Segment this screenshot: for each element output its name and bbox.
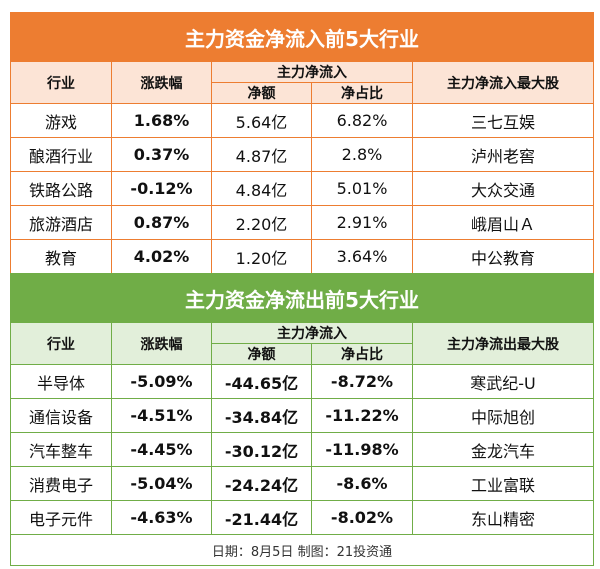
stock-cell: 东山精密 (412, 500, 594, 535)
amount-cell: -44.65亿 (211, 364, 312, 399)
change-cell: 4.02% (111, 239, 212, 274)
outflow-table: 主力资金净流出前5大行业 行业 涨跌幅 主力净流入 主力净流出最大股 净额 净占… (10, 273, 594, 566)
ratio-cell: -8.72% (311, 364, 413, 399)
amount-cell: -21.44亿 (211, 500, 312, 535)
ratio-cell: 2.91% (311, 205, 413, 240)
industry-cell: 酿酒行业 (10, 137, 112, 172)
header-change: 涨跌幅 (111, 61, 212, 104)
stock-cell: 峨眉山Ａ (412, 205, 594, 240)
header-industry: 行业 (10, 61, 112, 104)
ratio-cell: -11.98% (311, 432, 413, 467)
stock-cell: 中公教育 (412, 239, 594, 274)
industry-cell: 半导体 (10, 364, 112, 399)
ratio-cell: 6.82% (311, 103, 413, 138)
industry-cell: 教育 (10, 239, 112, 274)
industry-cell: 汽车整车 (10, 432, 112, 467)
header-industry: 行业 (10, 322, 112, 365)
header-amount: 净额 (211, 82, 312, 104)
ratio-cell: -11.22% (311, 398, 413, 433)
header-net-group: 主力净流入 (211, 61, 413, 83)
change-cell: -4.45% (111, 432, 212, 467)
stock-cell: 中际旭创 (412, 398, 594, 433)
amount-cell: -34.84亿 (211, 398, 312, 433)
header-top-stock: 主力净流入最大股 (412, 61, 594, 104)
table-row: 消费电子 -5.04% -24.24亿 -8.6% 工业富联 (10, 466, 594, 501)
ratio-cell: 3.64% (311, 239, 413, 274)
fund-flow-tables: 主力资金净流入前5大行业 行业 涨跌幅 主力净流入 主力净流入最大股 净额 净占… (10, 12, 594, 566)
table-row: 汽车整车 -4.45% -30.12亿 -11.98% 金龙汽车 (10, 432, 594, 467)
table-row: 酿酒行业 0.37% 4.87亿 2.8% 泸州老窖 (10, 137, 594, 172)
change-cell: -5.09% (111, 364, 212, 399)
header-top-stock: 主力净流出最大股 (412, 322, 594, 365)
table-row: 教育 4.02% 1.20亿 3.64% 中公教育 (10, 239, 594, 274)
industry-cell: 旅游酒店 (10, 205, 112, 240)
industry-cell: 铁路公路 (10, 171, 112, 206)
industry-cell: 游戏 (10, 103, 112, 138)
table-row: 电子元件 -4.63% -21.44亿 -8.02% 东山精密 (10, 500, 594, 535)
footer-note: 日期：8月5日 制图：21投资通 (10, 534, 594, 566)
table-row: 游戏 1.68% 5.64亿 6.82% 三七互娱 (10, 103, 594, 138)
change-cell: -4.63% (111, 500, 212, 535)
change-cell: -0.12% (111, 171, 212, 206)
outflow-title: 主力资金净流出前5大行业 (10, 273, 594, 323)
stock-cell: 金龙汽车 (412, 432, 594, 467)
header-change: 涨跌幅 (111, 322, 212, 365)
table-row: 通信设备 -4.51% -34.84亿 -11.22% 中际旭创 (10, 398, 594, 433)
ratio-cell: 5.01% (311, 171, 413, 206)
ratio-cell: 2.8% (311, 137, 413, 172)
inflow-title: 主力资金净流入前5大行业 (10, 12, 594, 62)
table-row: 半导体 -5.09% -44.65亿 -8.72% 寒武纪-U (10, 364, 594, 399)
header-ratio: 净占比 (311, 82, 413, 104)
amount-cell: 2.20亿 (211, 205, 312, 240)
stock-cell: 三七互娱 (412, 103, 594, 138)
amount-cell: 4.87亿 (211, 137, 312, 172)
industry-cell: 电子元件 (10, 500, 112, 535)
header-ratio: 净占比 (311, 343, 413, 365)
change-cell: -5.04% (111, 466, 212, 501)
amount-cell: 5.64亿 (211, 103, 312, 138)
amount-cell: 1.20亿 (211, 239, 312, 274)
industry-cell: 消费电子 (10, 466, 112, 501)
header-amount: 净额 (211, 343, 312, 365)
change-cell: 1.68% (111, 103, 212, 138)
table-row: 旅游酒店 0.87% 2.20亿 2.91% 峨眉山Ａ (10, 205, 594, 240)
stock-cell: 泸州老窖 (412, 137, 594, 172)
stock-cell: 工业富联 (412, 466, 594, 501)
ratio-cell: -8.02% (311, 500, 413, 535)
change-cell: -4.51% (111, 398, 212, 433)
change-cell: 0.87% (111, 205, 212, 240)
amount-cell: 4.84亿 (211, 171, 312, 206)
table-row: 铁路公路 -0.12% 4.84亿 5.01% 大众交通 (10, 171, 594, 206)
header-net-group: 主力净流入 (211, 322, 413, 344)
amount-cell: -24.24亿 (211, 466, 312, 501)
stock-cell: 寒武纪-U (412, 364, 594, 399)
stock-cell: 大众交通 (412, 171, 594, 206)
amount-cell: -30.12亿 (211, 432, 312, 467)
ratio-cell: -8.6% (311, 466, 413, 501)
inflow-table: 主力资金净流入前5大行业 行业 涨跌幅 主力净流入 主力净流入最大股 净额 净占… (10, 12, 594, 274)
change-cell: 0.37% (111, 137, 212, 172)
industry-cell: 通信设备 (10, 398, 112, 433)
